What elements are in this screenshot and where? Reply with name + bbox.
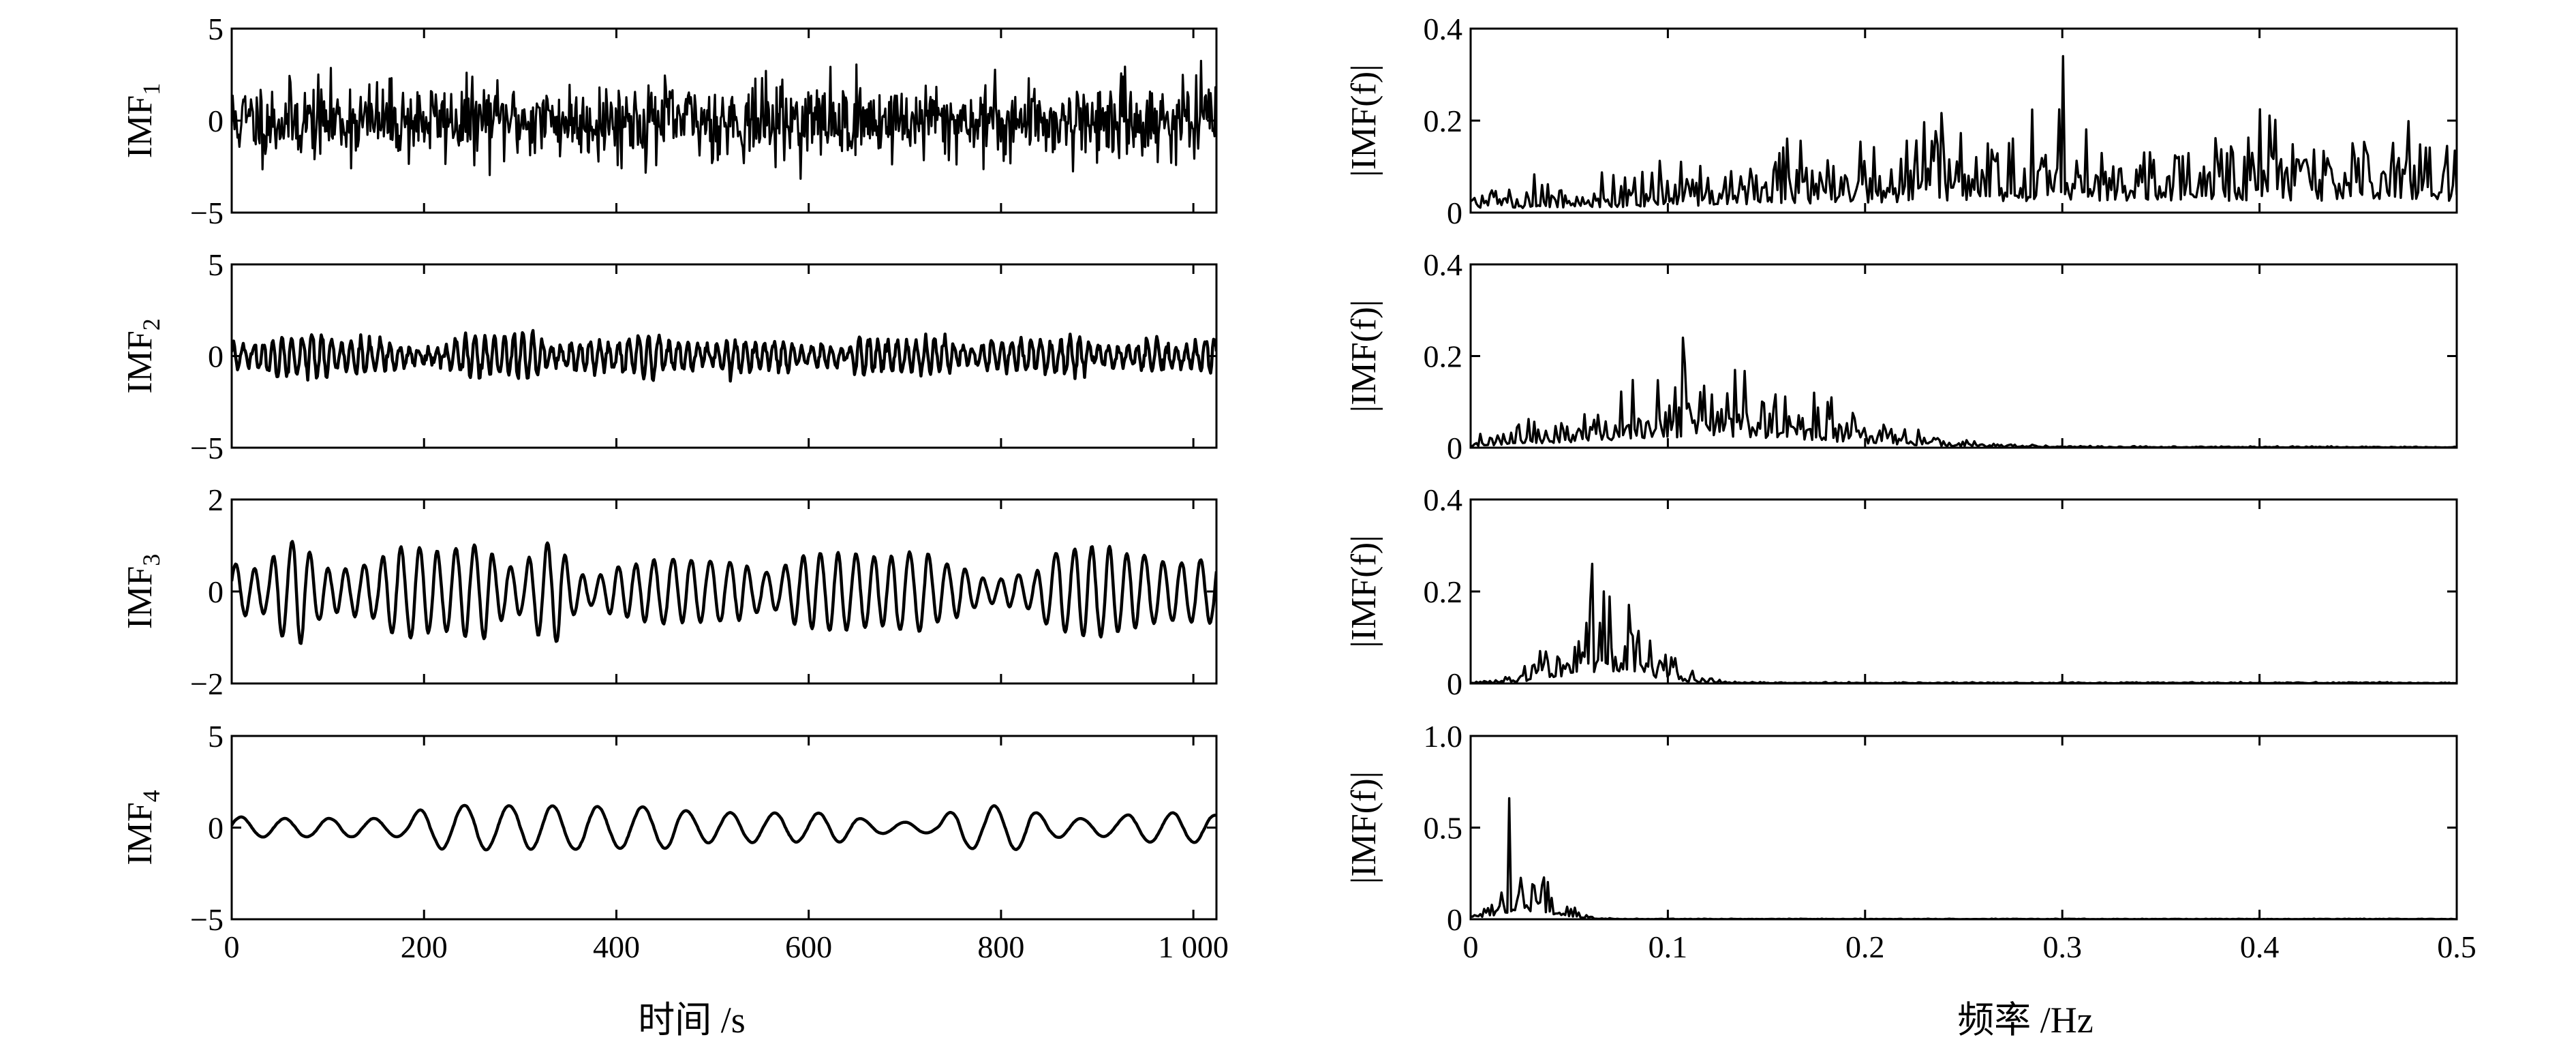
- right-panel-4-xtick-label: 0.4: [2240, 929, 2280, 964]
- right-panel-2-series-line: [1471, 336, 2457, 448]
- right-panel-3-series-line: [1471, 562, 2457, 683]
- left-panel-2-series-line: [232, 328, 1216, 383]
- left-panel-4-y-axis-title: IMF4: [121, 790, 165, 865]
- right-x-axis-title: 频率 /Hz: [1957, 1000, 2093, 1041]
- right-panel-4-xtick-label: 0.1: [1649, 929, 1688, 964]
- right-panel-3-ytick-label: 0.4: [1424, 482, 1463, 517]
- right-panel-4-xtick-label: 0.3: [2042, 929, 2082, 964]
- left-panel-4-series-line: [232, 803, 1216, 852]
- right-panel-4-xtick-label: 0: [1463, 929, 1479, 964]
- right-panel-1-series-line: [1471, 55, 2457, 209]
- left-panel-1-ytick-label: 5: [208, 12, 224, 46]
- left-panel-2-ytick-label: −5: [190, 431, 224, 465]
- left-panel-3-ytick-label: −2: [190, 666, 224, 701]
- right-panel-3-ytick-label: 0.2: [1424, 574, 1463, 609]
- left-x-axis-title: 时间 /s: [638, 1000, 746, 1041]
- right-panel-4-series-line: [1471, 797, 2457, 919]
- right-panel-3-y-axis-title: |IMF(f)|: [1345, 535, 1383, 647]
- right-panel-1-ytick-label: 0: [1447, 196, 1462, 230]
- right-panel-1-y-axis-title: |IMF(f)|: [1345, 64, 1383, 176]
- right-panel-3-frame: [1469, 498, 2458, 685]
- left-panel-1-ytick-label: −5: [190, 196, 224, 230]
- right-panel-2-frame: [1469, 263, 2458, 449]
- left-panel-4-xtick-label: 1 000: [1158, 929, 1229, 964]
- right-panel-3-ytick-label: 0: [1447, 666, 1462, 701]
- right-panel-2: 0 0.2 0.4 |IMF(f)|: [1345, 247, 2458, 465]
- right-panel-4-y-axis-title: |IMF(f)|: [1345, 771, 1383, 884]
- right-panel-1: 0 0.2 0.4 |IMF(f)|: [1345, 12, 2458, 230]
- right-panel-2-y-axis-title: |IMF(f)|: [1345, 300, 1383, 412]
- left-panel-2-ytick-label: 5: [208, 247, 224, 282]
- right-panel-1-ytick-label: 0.4: [1424, 12, 1463, 46]
- left-panel-1-series-line: [232, 59, 1216, 180]
- right-panel-3: 0 0.2 0.4 |IMF(f)|: [1345, 482, 2458, 701]
- left-panel-2-y-axis-title: IMF2: [121, 318, 165, 393]
- right-panel-2-ytick-label: 0.4: [1424, 247, 1463, 282]
- right-panel-2-ytick-label: 0.2: [1424, 339, 1463, 374]
- right-panel-2-ytick-label: 0: [1447, 431, 1462, 465]
- left-panel-4-ytick-label: −5: [190, 902, 224, 937]
- left-panel-1: −5 0 5 IMF1: [121, 12, 1218, 230]
- right-panel-4: 0 0.5 1.0 0 0.1 0.2 0.3 0.4 0.5 |IMF(f)|: [1345, 719, 2477, 964]
- left-panel-3: −2 0 2 IMF3: [121, 482, 1218, 701]
- left-panel-4-xtick-label: 800: [977, 929, 1024, 964]
- left-panel-3-series-line: [232, 540, 1216, 645]
- left-panel-4-xtick-label: 400: [593, 929, 640, 964]
- left-panel-4-xtick-label: 0: [224, 929, 240, 964]
- right-panel-4-ytick-label: 0: [1447, 902, 1462, 937]
- left-panel-1-ytick-label: 0: [208, 104, 224, 138]
- right-panel-4-xtick-label: 0.5: [2437, 929, 2477, 964]
- left-panel-3-y-axis-title: IMF3: [121, 554, 165, 629]
- left-panel-4-ytick-label: 0: [208, 811, 224, 846]
- left-panel-1-y-axis-title: IMF1: [121, 83, 165, 158]
- left-panel-2: −5 0 5 IMF2: [121, 247, 1218, 465]
- right-panel-1-ytick-label: 0.2: [1424, 104, 1463, 138]
- right-panel-4-xtick-label: 0.2: [1845, 929, 1885, 964]
- right-panel-4-ytick-label: 0.5: [1424, 811, 1463, 846]
- left-panel-2-ytick-label: 0: [208, 339, 224, 374]
- left-panel-4-xtick-label: 200: [401, 929, 448, 964]
- right-panel-4-frame: [1469, 735, 2458, 921]
- left-panel-3-ytick-label: 0: [208, 574, 224, 609]
- left-panel-3-ytick-label: 2: [208, 482, 224, 517]
- right-panel-4-ytick-label: 1.0: [1424, 719, 1463, 754]
- left-panel-4-ytick-label: 5: [208, 719, 224, 754]
- left-panel-4-xtick-label: 600: [785, 929, 832, 964]
